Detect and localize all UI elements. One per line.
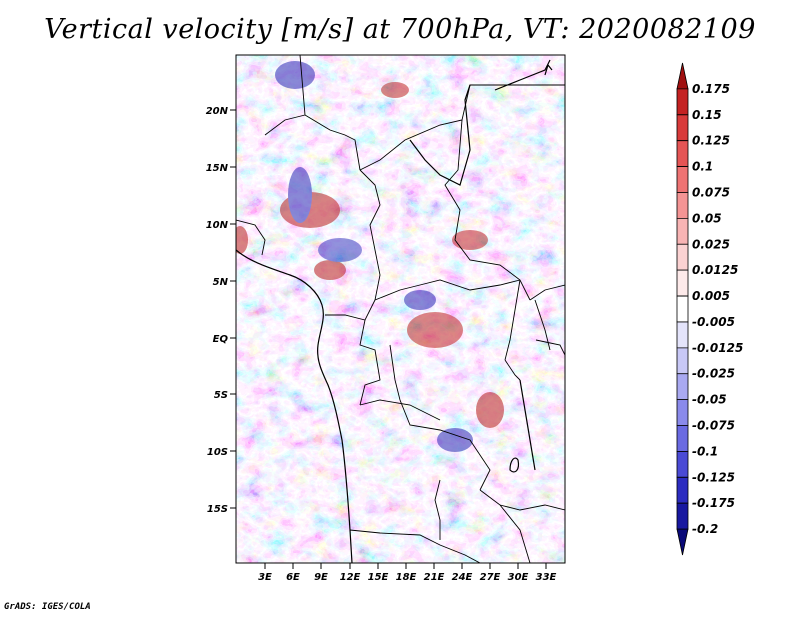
colorbar-swatch (676, 62, 689, 90)
page-title: Vertical velocity [m/s] at 700hPa, VT: 2… (44, 14, 756, 45)
colorbar-swatch (676, 140, 689, 167)
colorbar-swatch (676, 88, 689, 116)
lat-label: 10S (207, 447, 228, 458)
lon-label: 24E (452, 572, 473, 583)
colorbar-label: -0.025 (692, 367, 735, 381)
colorbar-label: 0.15 (692, 108, 722, 122)
colorbar-swatch (676, 321, 689, 349)
colorbar-label: 0.175 (692, 82, 730, 96)
map-frame (235, 54, 566, 564)
lat-label: 15N (206, 163, 229, 174)
colorbar-label: -0.075 (692, 419, 735, 433)
lon-label: 33E (536, 572, 557, 583)
colorbar-label: -0.175 (692, 496, 735, 510)
colorbar-label: 0.025 (692, 237, 730, 251)
colorbar-label: 0.05 (692, 211, 722, 225)
lat-label: 20N (206, 106, 229, 117)
colorbar-swatch (676, 114, 689, 142)
lat-label: 15S (207, 504, 228, 515)
lon-label: 6E (286, 572, 300, 583)
colorbar-label: -0.125 (692, 470, 735, 484)
colorbar-swatch (676, 295, 689, 323)
lon-label: 30E (508, 572, 529, 583)
colorbar-label: 0.075 (692, 185, 730, 199)
lat-label: EQ (213, 334, 229, 345)
lon-label: 12E (340, 572, 361, 583)
colorbar-label: 0.0125 (692, 263, 738, 277)
colorbar-swatch (676, 476, 689, 504)
lat-label: 5S (214, 390, 228, 401)
colorbar-swatch (676, 425, 689, 452)
colorbar-swatch (676, 192, 689, 219)
colorbar-label: -0.2 (692, 522, 718, 536)
colorbar-label: 0.125 (692, 134, 730, 148)
colorbar-swatch (676, 347, 689, 375)
colorbar-label: -0.1 (692, 444, 718, 458)
lon-label: 21E (424, 572, 445, 583)
colorbar-swatch (676, 166, 689, 193)
velocity-field (236, 55, 565, 563)
lat-label: 10N (206, 220, 229, 231)
colorbar-label: -0.05 (692, 393, 727, 407)
lat-axis: 20N 15N 10N 5N EQ 5S 10S 15S (206, 106, 236, 515)
colorbar-swatch (676, 502, 689, 530)
colorbar-label: 0.1 (692, 160, 713, 174)
colorbar-label: -0.0125 (692, 341, 743, 355)
credit-label: GrADS: IGES/COLA (4, 602, 91, 612)
colorbar-swatch (676, 451, 689, 478)
colorbar-swatch (676, 243, 689, 271)
lon-label: 15E (368, 572, 389, 583)
colorbar-swatch (676, 269, 689, 297)
colorbar: 0.175 0.15 0.125 0.1 0.075 0.05 0.025 0.0125 0.0… (676, 62, 743, 556)
colorbar-swatch (676, 528, 689, 556)
lon-axis: 3E 6E 9E 12E 15E 18E 21E 24E 27E 30E 33E (258, 563, 557, 583)
colorbar-swatch (676, 373, 689, 401)
lon-label: 3E (258, 572, 272, 583)
colorbar-swatch (676, 217, 689, 245)
colorbar-label: -0.005 (692, 315, 735, 329)
colorbar-label: 0.005 (692, 289, 730, 303)
lat-label: 5N (213, 277, 229, 288)
lon-label: 18E (396, 572, 417, 583)
lon-label: 27E (480, 572, 501, 583)
lon-label: 9E (314, 572, 328, 583)
colorbar-swatch (676, 399, 689, 426)
